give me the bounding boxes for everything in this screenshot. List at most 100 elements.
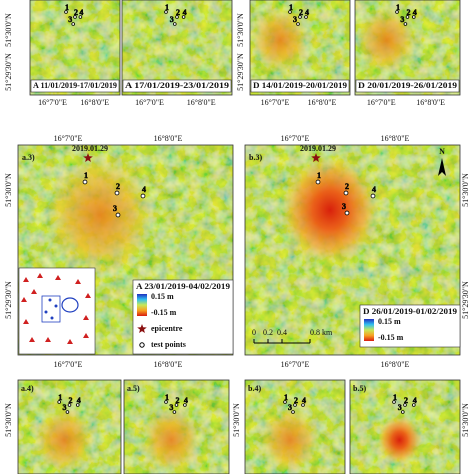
x-tick-label: 16°7'0"E (54, 134, 83, 143)
test-point-label: 3 (68, 15, 72, 24)
scale-label: 0 (252, 328, 256, 337)
test-point (296, 22, 300, 26)
period-label: A 17/01/2019-23/01/2019 (125, 81, 229, 90)
map-frame (249, 0, 351, 96)
deformation-area (260, 407, 320, 473)
map-frame (123, 379, 230, 474)
map-frame (17, 379, 122, 474)
inset-station (83, 333, 89, 338)
test-point (344, 210, 350, 216)
legend-period: A 23/01/2019-04/02/2019 (136, 282, 230, 291)
map-frame (121, 0, 233, 96)
inset-point (44, 310, 48, 314)
x-tick-label: 16°8'0"E (154, 360, 183, 369)
period-label: D 20/01/2019-26/01/2019 (358, 81, 457, 90)
test-point (392, 400, 396, 404)
test-point-label: 4 (79, 8, 83, 17)
test-point (64, 10, 68, 14)
panel-label: a.4) (21, 384, 34, 393)
deformation-area (141, 407, 202, 473)
test-point (78, 15, 83, 19)
test-point-label: 4 (372, 185, 376, 194)
event-date: 2019.01.29 (72, 144, 108, 153)
legend-epicentre: epicentre (151, 324, 183, 333)
inset-station (21, 297, 27, 302)
test-point (71, 22, 75, 26)
inset-station (55, 275, 61, 280)
deformation-area (377, 415, 422, 465)
inset-area (41, 295, 61, 323)
test-point (411, 15, 416, 19)
colorbar-min: -0.15 m (151, 308, 177, 317)
inset-point (54, 304, 58, 308)
period-box (30, 79, 120, 93)
y-tick-label: 51°30'0"N (232, 403, 241, 437)
test-point-label: 1 (84, 171, 88, 180)
test-point-label: 4 (413, 396, 417, 405)
panel-label: a.5) (127, 384, 140, 393)
test-point-label: 3 (62, 403, 66, 412)
legend-box (132, 279, 234, 355)
x-tick-label: 16°7'0"E (281, 134, 310, 143)
inset-point (50, 316, 54, 320)
test-point (173, 22, 177, 26)
map-frame (29, 0, 121, 96)
test-point-label: 2 (176, 8, 180, 17)
y-tick-label: 51°30'0"N (461, 173, 470, 207)
test-point (291, 410, 295, 414)
inset-mine (61, 297, 79, 313)
x-tick-label: 16°8'0"E (308, 98, 337, 107)
map-panel: 1 23 4 b.4) (244, 379, 346, 474)
y-tick-label: 51°30'0"N (236, 13, 245, 47)
test-point-label: 1 (393, 393, 397, 402)
x-tick-label: 16°7'0"E (38, 98, 67, 107)
x-tick-label: 16°8'0"E (187, 98, 216, 107)
test-point (75, 403, 80, 407)
x-tick-label: 16°8'0"E (80, 98, 109, 107)
test-point-label: 4 (305, 8, 309, 17)
test-point (370, 193, 376, 199)
test-point (403, 403, 407, 407)
test-point (140, 193, 146, 199)
legend-box (359, 304, 461, 348)
event-date: 2019.01.29 (300, 144, 336, 153)
x-tick-label: 16°7'0"E (54, 360, 83, 369)
y-tick-label: 51°29'30"N (236, 53, 245, 91)
test-point-label: 1 (289, 3, 293, 12)
legend-test-points: test points (151, 340, 186, 349)
test-point-label: 4 (413, 8, 417, 17)
map-panel: a.3) 2019.01.29 1 2 3 4 A 23/01/2019-04/02/201… (17, 144, 234, 356)
epicentre-star (83, 153, 93, 162)
x-tick-label: 16°8'0"E (154, 134, 183, 143)
test-point (175, 15, 179, 19)
test-point-label: 2 (74, 8, 78, 17)
panel-label: b.5) (353, 384, 366, 393)
map-frame (17, 144, 234, 356)
test-point-label: 3 (288, 403, 292, 412)
y-tick-label: 51°29'30"N (4, 53, 13, 91)
test-point-label: 2 (299, 8, 303, 17)
panel-label: a.3) (22, 153, 35, 162)
test-point (283, 400, 287, 404)
y-tick-label: 51°30'0"N (461, 403, 470, 437)
epicentre-star (311, 153, 321, 162)
scale-label: 0.4 (277, 328, 287, 337)
x-tick-label: 16°8'0"E (416, 98, 445, 107)
test-point (400, 410, 405, 414)
test-point (67, 403, 72, 407)
map-panel: 1 23 4 b.5) (349, 379, 461, 474)
north-arrow (438, 158, 446, 176)
test-point-label: 2 (116, 182, 120, 191)
period-box (122, 79, 232, 93)
test-point (115, 212, 121, 218)
deformation-area (45, 154, 155, 276)
test-point (411, 403, 416, 407)
period-label: D 14/01/2019-20/01/2019 (253, 81, 347, 90)
test-point-label: 2 (294, 396, 298, 405)
test-point (65, 410, 70, 414)
inset-station (23, 277, 29, 282)
